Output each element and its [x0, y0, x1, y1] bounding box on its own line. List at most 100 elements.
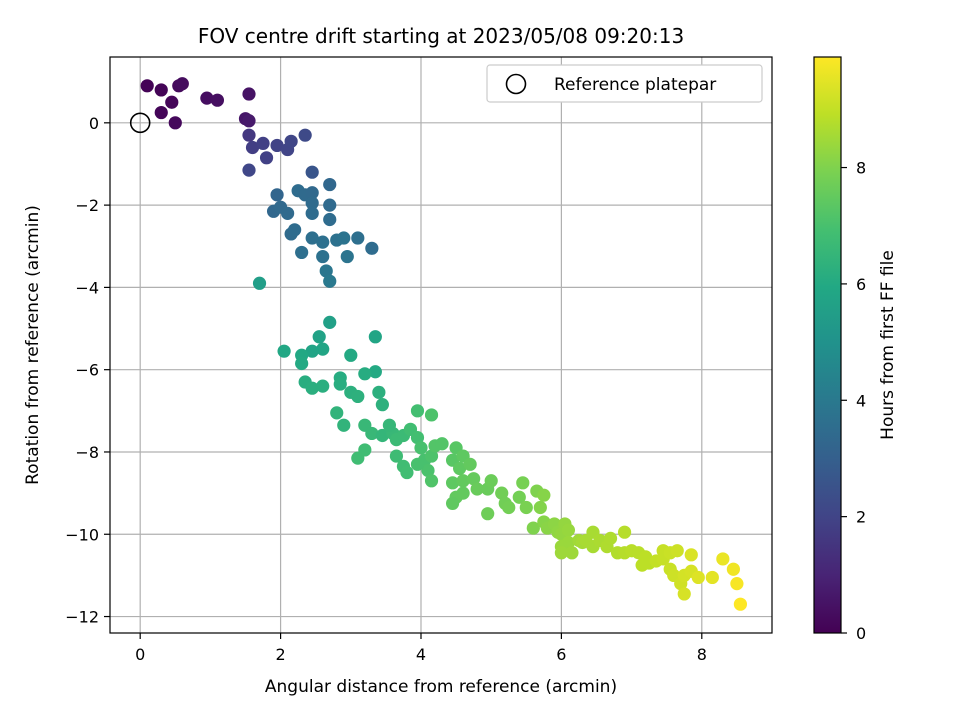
y-axis-label: Rotation from reference (arcmin) [23, 205, 43, 485]
data-point [242, 128, 256, 142]
data-point [305, 196, 319, 210]
data-point [484, 474, 498, 488]
data-point [305, 186, 319, 200]
colorbar-ticks: 0 2 4 6 8 [841, 159, 866, 643]
data-point [730, 577, 744, 591]
colorbar: 0 2 4 6 8 Hours from first FF file [813, 56, 898, 643]
legend-label: Reference platepar [554, 75, 716, 95]
data-point [323, 315, 337, 329]
data-point [375, 398, 389, 412]
data-point [677, 587, 691, 601]
data-point [305, 165, 319, 179]
data-point [256, 136, 270, 150]
colorbar-label: Hours from first FF file [878, 250, 898, 440]
data-point [382, 418, 397, 432]
data-point [175, 77, 189, 91]
data-point [319, 264, 333, 278]
legend: Reference platepar [486, 64, 763, 103]
data-point [154, 105, 168, 120]
data-point [288, 223, 302, 237]
data-point [368, 365, 382, 379]
data-point [733, 597, 748, 611]
scatter-points [140, 77, 748, 611]
data-point [495, 486, 509, 500]
data-point [670, 544, 684, 558]
data-point [316, 249, 330, 264]
colorbar-gradient [813, 56, 842, 634]
data-point [165, 95, 179, 109]
data-point [421, 463, 435, 478]
data-point [242, 87, 256, 101]
data-point [467, 472, 481, 486]
data-point [410, 404, 425, 418]
x-tick-label: 4 [416, 645, 426, 664]
data-point [365, 241, 379, 255]
data-point [284, 134, 298, 148]
data-point [375, 428, 389, 443]
data-point [603, 531, 618, 545]
data-point [323, 198, 337, 212]
data-point [323, 212, 337, 227]
data-point [414, 441, 428, 455]
y-tick-label: −12 [65, 608, 99, 627]
plot-frame [109, 56, 773, 634]
x-axis-label: Angular distance from reference (arcmin) [265, 677, 617, 697]
data-point [340, 249, 354, 264]
y-axis-ticks: −12 −10 −8 −6 −4 −2 0 [65, 114, 110, 627]
x-tick-label: 2 [275, 645, 285, 664]
data-point [270, 188, 284, 202]
data-point [512, 490, 526, 504]
y-tick-label: −4 [75, 278, 99, 297]
data-point [337, 231, 351, 245]
data-point [344, 348, 358, 362]
data-point [168, 116, 182, 130]
data-point [463, 457, 477, 471]
data-point [561, 523, 576, 537]
data-point [242, 163, 256, 177]
data-point [358, 367, 372, 381]
data-point [351, 231, 365, 245]
data-point [537, 488, 551, 502]
data-point [333, 377, 347, 391]
data-point [470, 482, 484, 496]
y-tick-label: −8 [75, 443, 99, 462]
data-point [456, 474, 470, 488]
data-point [305, 381, 319, 395]
data-point [252, 276, 267, 290]
data-point [435, 437, 449, 451]
y-tick-label: −2 [75, 196, 99, 215]
data-point [389, 449, 404, 463]
data-point [368, 330, 382, 344]
data-point [351, 389, 365, 404]
grid [110, 57, 772, 633]
x-tick-label: 0 [135, 645, 145, 664]
data-point [312, 330, 326, 344]
data-point [554, 546, 568, 560]
data-point [281, 206, 295, 220]
data-point [726, 562, 740, 576]
data-point [410, 430, 425, 445]
data-point [424, 408, 439, 422]
data-point [481, 507, 495, 521]
data-point [316, 342, 330, 356]
data-point [684, 548, 698, 562]
data-point [526, 521, 540, 535]
data-point [639, 550, 653, 564]
data-point [410, 457, 425, 471]
data-point [295, 356, 309, 371]
data-point [533, 500, 547, 515]
data-point [519, 500, 533, 515]
data-point [372, 385, 386, 399]
data-point [424, 474, 439, 488]
y-tick-label: −10 [65, 525, 99, 544]
y-tick-label: −6 [75, 361, 99, 380]
data-point [242, 114, 256, 128]
data-point [424, 449, 439, 463]
data-point [502, 500, 516, 515]
data-point [691, 570, 705, 585]
data-point [305, 231, 319, 245]
data-point [305, 344, 319, 358]
chart-title: FOV centre drift starting at 2023/05/08 … [198, 24, 684, 48]
data-point [316, 379, 330, 393]
